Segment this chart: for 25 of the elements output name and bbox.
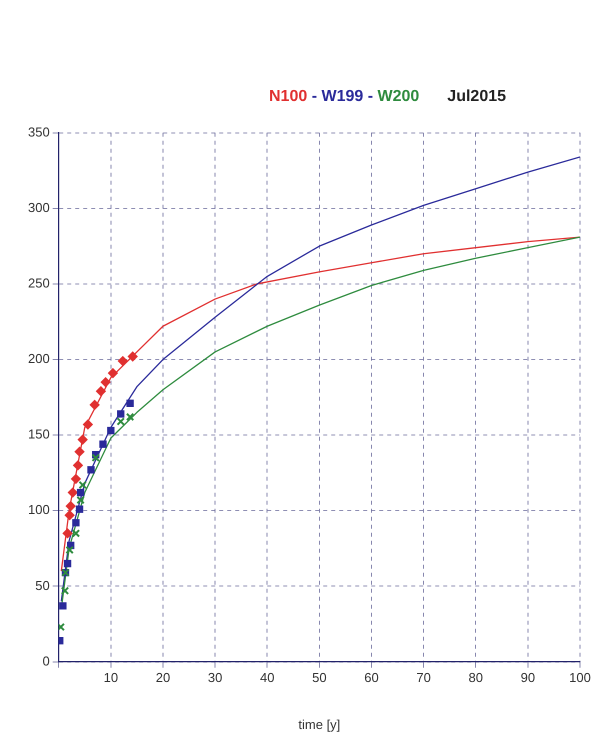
x-tick-label: 70 [416,670,431,686]
x-tick-label: 60 [364,670,379,686]
y-tick-label: 100 [28,502,50,518]
text: W200 [378,88,420,105]
x-tick-label: 10 [104,670,118,686]
y-tick-label: 50 [35,578,50,593]
x-tick-label: 40 [260,670,274,686]
y-tick-label: 250 [28,276,50,291]
text: N100 [268,88,308,105]
text: - [312,88,318,105]
y-tick-label: 350 [28,124,50,140]
x-tick-label: 80 [468,670,483,686]
text: W199 [321,88,364,105]
text: - [368,88,374,105]
y-tick-label: 200 [28,351,50,366]
y-tick-label: 150 [28,426,50,442]
x-axis-title: time [y] [298,716,340,732]
y-tick-label: 0 [42,653,50,668]
x-tick-label: 50 [312,670,327,686]
chart-title: Jul2015 [447,88,506,105]
x-tick-label: 90 [520,670,536,686]
x-tick-label: 30 [208,670,222,686]
x-tick-label: 100 [569,670,591,686]
y-tick-label: 300 [28,200,50,215]
x-tick-label: 20 [156,670,170,686]
